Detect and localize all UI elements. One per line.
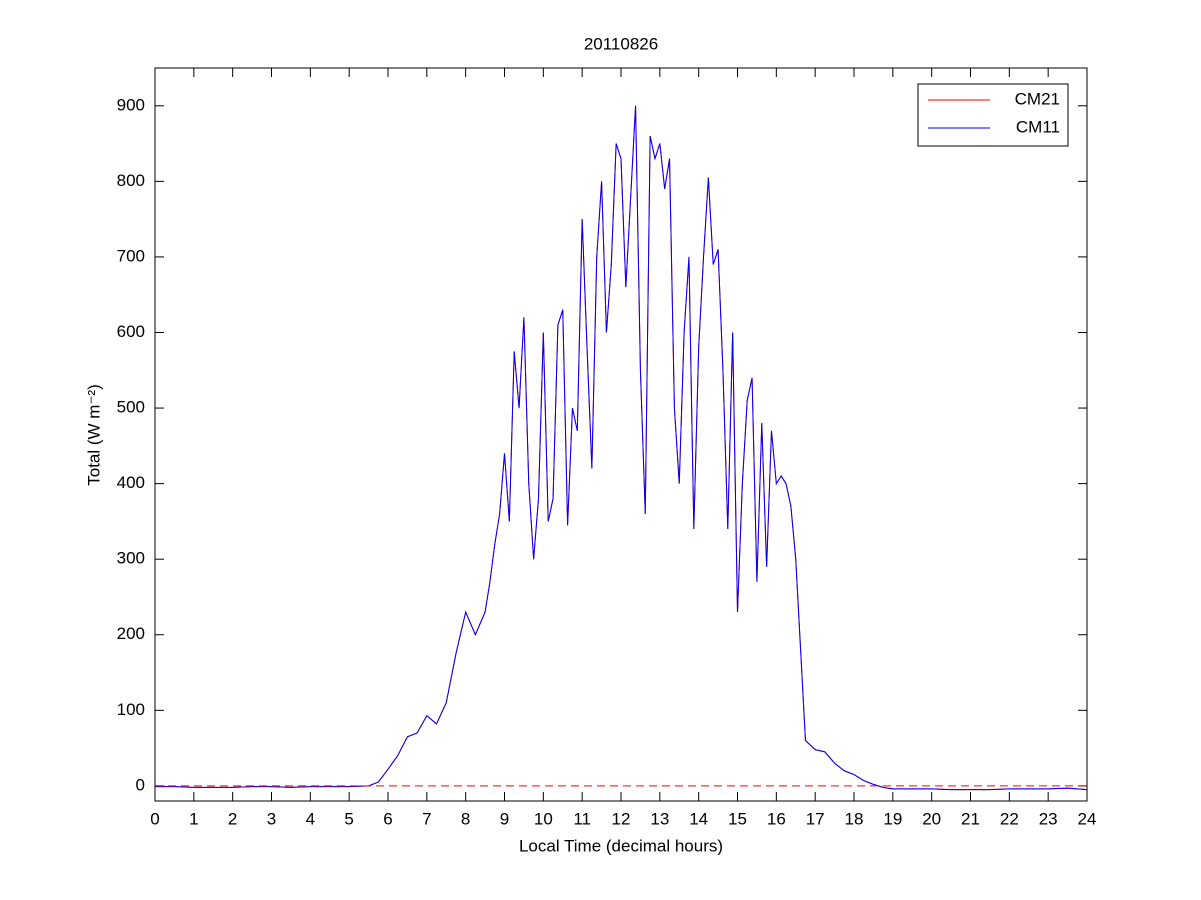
x-tick-label: 14	[689, 809, 708, 828]
y-tick-label: 200	[117, 624, 145, 643]
x-tick-label: 22	[1000, 809, 1019, 828]
y-tick-label: 700	[117, 246, 145, 265]
x-tick-label: 11	[573, 809, 591, 828]
x-tick-label: 23	[1039, 809, 1058, 828]
x-tick-label: 0	[150, 809, 159, 828]
y-tick-label: 300	[117, 549, 145, 568]
x-tick-label: 1	[189, 809, 198, 828]
series-line	[155, 105, 1088, 791]
plot-frame	[154, 67, 1088, 802]
x-tick-label: 2	[228, 809, 237, 828]
x-tick-label: 5	[344, 809, 353, 828]
x-tick-label: 24	[1078, 809, 1097, 828]
y-tick-label: 500	[117, 398, 145, 417]
x-tick-label: 21	[961, 809, 980, 828]
x-tick-label: 8	[461, 809, 470, 828]
x-axis-label: Local Time (decimal hours)	[519, 836, 723, 855]
x-tick-label: 10	[534, 809, 553, 828]
y-axis-label: Total (W m⁻²)	[84, 384, 103, 486]
y-tick-label: 600	[117, 322, 145, 341]
y-tick-label: 800	[117, 171, 145, 190]
x-tick-label: 7	[422, 809, 431, 828]
x-tick-label: 13	[650, 809, 669, 828]
x-tick-label: 17	[806, 809, 825, 828]
x-tick-label: 6	[383, 809, 392, 828]
legend-label: CM11	[1016, 117, 1060, 136]
legend-label: CM21	[1015, 89, 1060, 108]
x-tick-label: 12	[612, 809, 631, 828]
x-tick-label: 3	[267, 809, 276, 828]
x-tick-label: 16	[767, 809, 786, 828]
y-tick-label: 0	[136, 775, 145, 794]
y-tick-label: 900	[117, 95, 145, 114]
x-tick-label: 9	[500, 809, 509, 828]
legend-box	[917, 83, 1069, 147]
x-tick-label: 18	[845, 809, 864, 828]
y-tick-label: 100	[117, 700, 145, 719]
x-tick-label: 4	[306, 809, 315, 828]
x-tick-label: 19	[883, 809, 902, 828]
plot-area	[155, 68, 1087, 801]
y-tick-label: 400	[117, 473, 145, 492]
x-tick-label: 15	[728, 809, 747, 828]
x-tick-label: 20	[922, 809, 941, 828]
chart-title: 20110826	[584, 34, 658, 53]
